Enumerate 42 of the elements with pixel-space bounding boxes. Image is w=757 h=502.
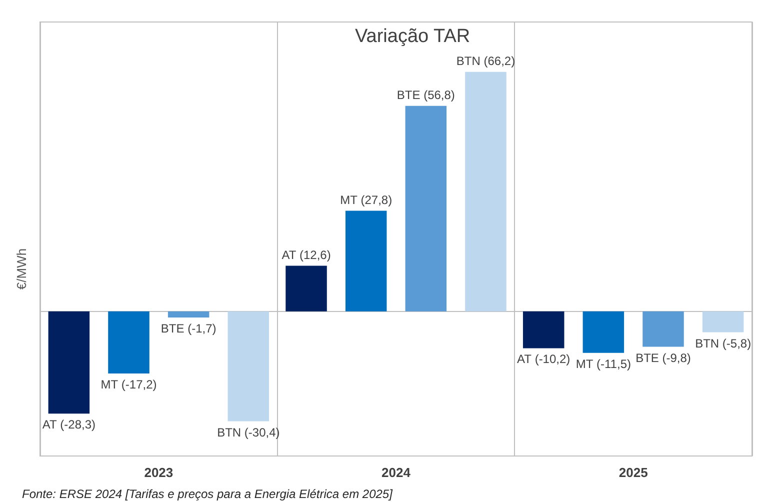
bar xyxy=(345,210,387,312)
data-label: (56,8) xyxy=(424,88,455,102)
bar xyxy=(642,311,684,347)
data-label: (-5,8) xyxy=(722,336,752,350)
bar xyxy=(286,266,327,312)
series-label: BTE xyxy=(160,321,184,336)
data-label: (12,6) xyxy=(299,248,331,262)
text: BTE xyxy=(636,350,659,365)
x-tick-label: 2024 xyxy=(382,465,412,480)
text: MT xyxy=(340,192,358,207)
bar xyxy=(405,106,447,312)
chart-title: Variação TAR xyxy=(355,26,470,47)
bar xyxy=(48,311,90,414)
source-note: Fonte: ERSE 2024 [Tarifas e preços para a Energia Elétrica em 2025] xyxy=(22,487,394,501)
data-label: (-1,7) xyxy=(188,321,216,336)
bar xyxy=(465,72,506,312)
data-label: (-9,8) xyxy=(662,350,691,365)
data-label: (-11,5) xyxy=(596,356,631,371)
text: BTN xyxy=(695,336,720,350)
data-label: (66,2) xyxy=(484,54,516,68)
bar xyxy=(522,311,564,348)
bar xyxy=(702,311,744,332)
data-label: (27,8) xyxy=(360,192,392,207)
x-tick-label: 2025 xyxy=(618,465,648,480)
data-label: (-17,2) xyxy=(121,378,157,392)
text: BTE xyxy=(396,88,420,102)
text: BTN xyxy=(456,54,480,68)
text: MT xyxy=(576,356,594,371)
bar xyxy=(108,311,150,374)
bar xyxy=(582,311,624,353)
bar xyxy=(228,311,270,422)
series-label: MT xyxy=(100,378,119,392)
y-axis-title: €/MWh xyxy=(14,248,29,290)
bar xyxy=(168,311,210,318)
text: AT xyxy=(517,352,532,366)
data-label: (-10,2) xyxy=(534,352,570,366)
series-label: AT xyxy=(42,418,58,432)
series-label: BTN xyxy=(217,425,242,440)
x-tick-label: 2023 xyxy=(144,465,174,480)
text: AT xyxy=(282,248,296,262)
data-label: (-30,4) xyxy=(244,425,280,440)
data-label: (-28,3) xyxy=(60,418,96,432)
